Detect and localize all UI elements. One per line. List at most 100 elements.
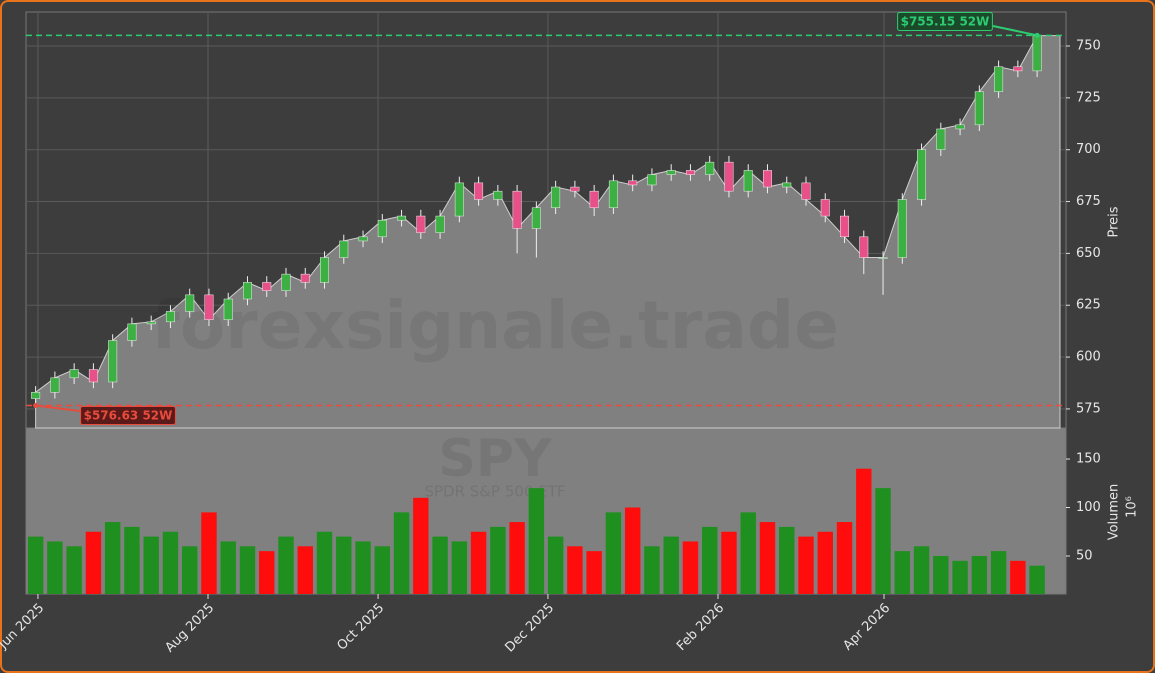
y-axis-label: Preis <box>1107 206 1122 237</box>
volume-bar <box>1029 565 1045 594</box>
volume-bar <box>663 536 679 594</box>
y2-axis-unit: 10⁶ <box>1125 496 1140 518</box>
volume-bar <box>259 551 275 594</box>
volume-bar <box>162 531 179 594</box>
candle-body <box>628 180 638 186</box>
y-tick-label: 625 <box>1076 298 1101 313</box>
x-tick-label: Aug 2025 <box>162 601 217 656</box>
y-tick-label: 675 <box>1076 194 1101 209</box>
volume-bar <box>798 536 814 594</box>
candle-body <box>685 170 695 175</box>
symbol-watermark: SPY <box>438 429 553 489</box>
candle-body <box>108 340 118 383</box>
volume-bar <box>239 546 256 594</box>
volume-bar <box>451 541 468 594</box>
x-tick-label: Feb 2026 <box>674 601 727 654</box>
x-tick-label: Dec 2025 <box>503 601 558 656</box>
volume-bar <box>374 546 390 594</box>
volume-bar <box>605 512 622 594</box>
candle-body <box>589 190 599 209</box>
candle-body <box>820 199 830 217</box>
candle-body <box>146 321 156 325</box>
candle-body <box>454 182 464 217</box>
volume-bar <box>702 526 718 594</box>
volume-bar <box>336 536 352 594</box>
candle-body <box>724 161 734 192</box>
volume-bar <box>470 531 487 594</box>
volume-bar <box>817 531 833 594</box>
volume-bar <box>894 551 910 594</box>
volume-bar <box>85 531 102 594</box>
candle-body <box>878 257 888 259</box>
volume-bar <box>432 536 448 594</box>
candle-body <box>165 311 175 323</box>
volume-bar <box>856 468 872 594</box>
arrow-head <box>33 403 39 409</box>
candle-body <box>1032 35 1042 72</box>
volume-bar <box>297 546 313 594</box>
candle-body <box>801 182 811 200</box>
volume-bar <box>278 536 294 594</box>
candle-body <box>127 323 137 341</box>
candle-body <box>743 170 753 192</box>
candle-body <box>416 215 426 233</box>
volume-bar <box>721 531 737 594</box>
candle-body <box>936 128 946 150</box>
volume-bar <box>201 512 217 594</box>
y-tick-label: 650 <box>1076 246 1101 261</box>
candle-body <box>512 190 522 229</box>
candle-body <box>50 377 60 393</box>
y-tick-label: 575 <box>1076 401 1101 416</box>
annotation-box <box>897 12 993 31</box>
candle-body <box>1013 66 1023 72</box>
candle-body <box>185 294 195 312</box>
volume-bar <box>182 546 198 594</box>
annotation-arrow <box>992 25 1038 37</box>
x-tick-label: Jun 2025 <box>0 601 47 653</box>
candle-body <box>955 124 965 130</box>
volume-bar <box>393 512 410 594</box>
arrow-head <box>1034 32 1040 38</box>
candle-body <box>782 182 792 188</box>
candle-body <box>358 236 368 242</box>
candle-body <box>974 91 984 126</box>
candle-body <box>666 170 676 175</box>
candle-body <box>300 273 310 283</box>
candle-body <box>762 170 772 188</box>
volume-bar <box>836 522 853 594</box>
symbol-name-watermark: SPDR S&P 500 ETF <box>424 483 565 501</box>
volume-bar <box>143 536 159 594</box>
y2-axis-label: Volumen <box>1107 484 1122 541</box>
candle-body <box>608 180 618 209</box>
candle-body <box>435 215 445 233</box>
x-tick-label: Oct 2025 <box>335 601 388 654</box>
annotation-box <box>80 406 176 425</box>
volume-bar <box>547 536 564 594</box>
volume-bar <box>27 536 44 594</box>
y2-tick-label: 100 <box>1076 500 1101 515</box>
volume-bar <box>528 488 545 594</box>
volume-bar <box>682 541 699 594</box>
volume-bar <box>644 546 660 594</box>
candle-body <box>531 207 541 229</box>
y2-tick-label: 150 <box>1076 452 1101 467</box>
volume-bar <box>1010 560 1026 594</box>
volume-bar <box>759 522 776 594</box>
candle-body <box>397 215 407 221</box>
candle-body <box>647 174 657 186</box>
watermark: forexsignale.trade <box>151 287 839 364</box>
volume-bar <box>316 531 333 594</box>
candle-body <box>88 369 98 383</box>
volume-bar <box>779 526 795 594</box>
candle-body <box>31 392 41 399</box>
volume-bar <box>952 560 968 594</box>
volume-bar <box>567 546 583 594</box>
candle-body <box>840 215 850 238</box>
candle-body <box>262 282 272 291</box>
annotation-arrow <box>35 404 89 413</box>
y-tick-label: 700 <box>1076 142 1101 157</box>
candle-body <box>994 66 1004 92</box>
volume-bar <box>990 551 1007 594</box>
